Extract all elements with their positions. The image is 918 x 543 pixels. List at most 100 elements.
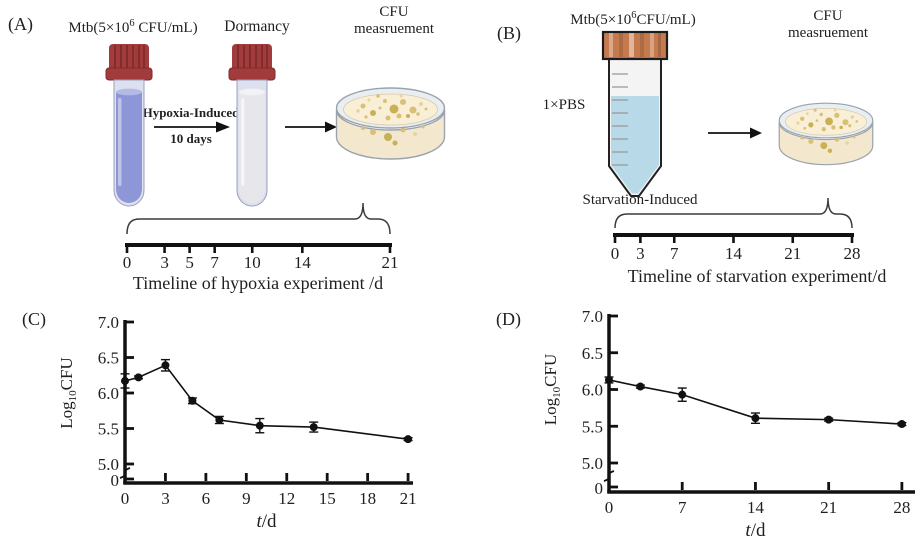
tube-cap-ridges bbox=[114, 45, 145, 69]
timeline-tick-label: 0 bbox=[123, 253, 132, 272]
x-tick-label: 28 bbox=[893, 498, 910, 517]
timeline-tick-label: 21 bbox=[382, 253, 399, 272]
timeline-tick-label: 14 bbox=[294, 253, 312, 272]
y-axis-label: Log10CFU bbox=[541, 354, 563, 425]
test-tube-dormancy bbox=[228, 44, 276, 207]
y-tick-label: 5.0 bbox=[582, 454, 603, 473]
data-point bbox=[404, 435, 413, 444]
data-point bbox=[678, 390, 687, 399]
arrow-to-dish-b bbox=[708, 127, 762, 139]
timeline-tick-label: 3 bbox=[636, 244, 645, 263]
timeline-tick-label: 5 bbox=[185, 253, 194, 272]
data-point bbox=[161, 361, 170, 370]
x-axis-label: t/d bbox=[257, 511, 278, 532]
panel-a-label: (A) bbox=[8, 14, 33, 34]
dish-colonies bbox=[796, 108, 859, 132]
cfu-a-line2: measruement bbox=[354, 20, 434, 37]
dish-front-colonies bbox=[361, 125, 425, 146]
falcon-cap bbox=[601, 30, 669, 61]
pbs-label: 1×PBS bbox=[542, 97, 586, 113]
x-axis-label: t/d bbox=[745, 520, 766, 541]
data-point bbox=[255, 421, 264, 430]
test-tube-hypoxia bbox=[105, 44, 153, 207]
timeline-tick-label: 14 bbox=[725, 244, 743, 263]
timeline-tick-label: 3 bbox=[160, 253, 169, 272]
chart-starvation-cfu: 5.0 5.5 6.0 6.5 7.0 00 7 14 21 28 t/d Log10CFU bbox=[541, 307, 915, 541]
arrow-head bbox=[750, 127, 762, 139]
brace bbox=[126, 202, 391, 235]
y-axis-label: Log10CFU bbox=[57, 357, 79, 428]
cfu-b-line1: CFU bbox=[813, 8, 843, 24]
y-tick-label: 5.0 bbox=[98, 455, 119, 474]
petri-dish-b bbox=[778, 102, 874, 166]
panel-c-label: (C) bbox=[22, 309, 46, 329]
data-point bbox=[636, 382, 645, 391]
mtb-label-b-sup: 6 bbox=[631, 10, 637, 21]
falcon-liquid bbox=[611, 96, 659, 194]
timeline-tick-label: 28 bbox=[844, 244, 861, 263]
x-tick-label: 0 bbox=[605, 498, 614, 517]
y-tick-label: 5.5 bbox=[582, 417, 603, 436]
timeline-tick-label: 10 bbox=[244, 253, 261, 272]
timeline-bar bbox=[125, 243, 392, 247]
panel-d-label: (D) bbox=[496, 309, 521, 329]
timeline-axis-label: Timeline of starvation experiment/d bbox=[628, 266, 887, 286]
y-tick-label: 6.5 bbox=[582, 344, 603, 363]
data-point bbox=[134, 373, 143, 382]
panel-b-label: (B) bbox=[497, 23, 521, 43]
dish-front-colonies bbox=[800, 135, 856, 153]
x-tick-label: 3 bbox=[161, 489, 170, 508]
dormancy-label: Dormancy bbox=[224, 18, 290, 35]
x-tick-label: 18 bbox=[359, 489, 376, 508]
timeline-tick-label: 7 bbox=[670, 244, 679, 263]
tube-cap-ridges bbox=[237, 45, 268, 69]
timeline-tick-label: 0 bbox=[611, 244, 620, 263]
data-line bbox=[608, 379, 902, 425]
timeline-starvation: 0 3 7 14 21 28 Timeline of starvation experime… bbox=[611, 197, 887, 286]
starvation-induced-label: Starvation-Induced bbox=[582, 192, 698, 208]
data-point bbox=[215, 415, 224, 424]
timeline-tick-label: 21 bbox=[784, 244, 801, 263]
ten-days-label: 10 days bbox=[170, 131, 212, 146]
tube-cap-flange bbox=[228, 67, 276, 81]
mtb-label-a-pre: Mtb(5×10 bbox=[68, 20, 130, 36]
data-point bbox=[605, 375, 613, 384]
y-tick-label: 6.0 bbox=[582, 381, 603, 400]
x-tick-label: 15 bbox=[319, 489, 336, 508]
mtb-label-b: Mtb(5×106CFU/mL) bbox=[560, 10, 706, 29]
cfu-b-line2: measruement bbox=[788, 24, 868, 41]
data-line bbox=[124, 364, 409, 440]
x-tick-label: 21 bbox=[820, 498, 837, 517]
data-point bbox=[897, 420, 906, 429]
petri-dish-a bbox=[335, 87, 446, 160]
x-tick-label: 7 bbox=[678, 498, 687, 517]
tube-liquid-surface bbox=[116, 88, 142, 96]
timeline-tick-label: 7 bbox=[210, 253, 219, 272]
y-tick-label: 5.5 bbox=[98, 420, 119, 439]
y-tick-label: 6.5 bbox=[98, 349, 119, 368]
mtb-label-a-sup: 6 bbox=[129, 18, 135, 29]
mtb-label-a-post: CFU/mL) bbox=[134, 20, 198, 36]
zero-tick-label: 0 bbox=[595, 479, 604, 498]
tube-highlight bbox=[118, 98, 122, 186]
data-point bbox=[121, 376, 129, 385]
x-tick-label: 6 bbox=[202, 489, 211, 508]
arrow-head bbox=[325, 121, 337, 133]
x-tick-label: 12 bbox=[278, 489, 295, 508]
tube-highlight bbox=[241, 98, 245, 186]
y-tick-label: 7.0 bbox=[98, 313, 119, 332]
tube-liquid-hypoxia bbox=[116, 92, 142, 203]
data-point bbox=[309, 423, 318, 432]
y-tick-label: 7.0 bbox=[582, 307, 603, 326]
tube-liquid-dormancy bbox=[239, 92, 265, 203]
zero-tick-label: 0 bbox=[111, 471, 120, 490]
mtb-label-b-post: CFU/mL) bbox=[636, 12, 696, 28]
cfu-measurement-label-b: CFU measruement bbox=[782, 8, 874, 42]
x-tick-label: 9 bbox=[242, 489, 251, 508]
arrow-to-dish-a bbox=[285, 121, 337, 133]
data-point bbox=[824, 415, 833, 424]
x-tick-label: 21 bbox=[400, 489, 417, 508]
tube-cap bbox=[109, 44, 149, 72]
